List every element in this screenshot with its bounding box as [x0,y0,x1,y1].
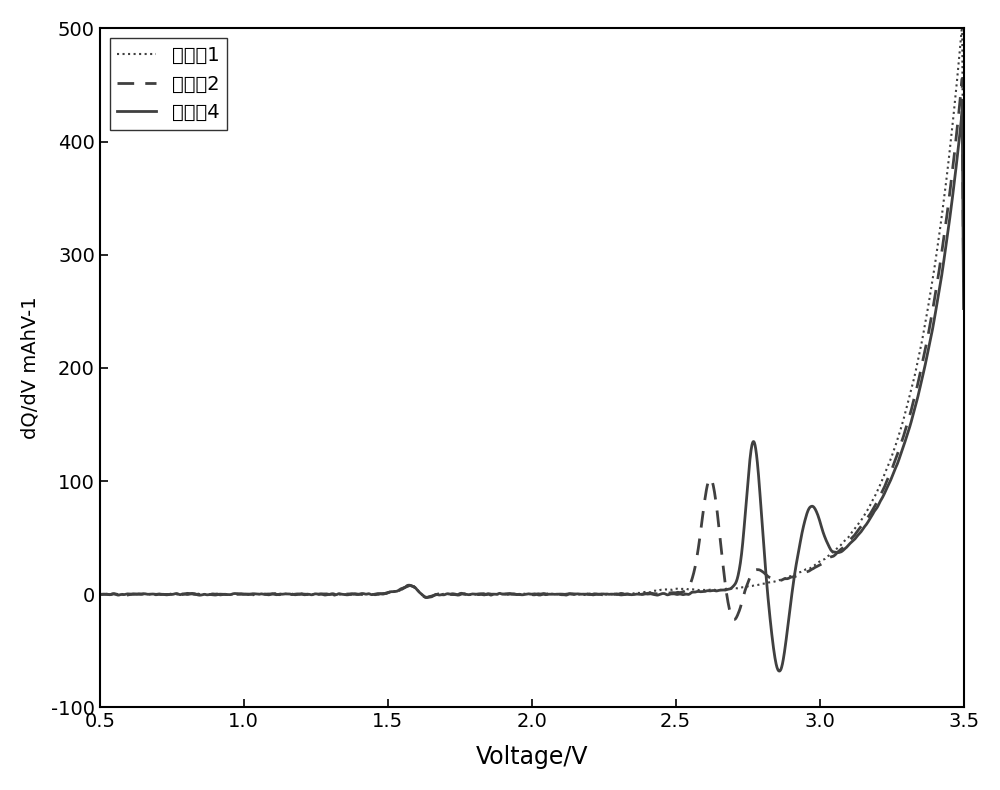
实施兡4 [462,590,474,600]
对比兡2 [958,284,970,294]
对比兡1 [425,592,437,601]
实施兡4 [773,666,785,675]
实施兡4 [192,590,204,600]
实施兡4 [244,589,256,599]
对比兡1 [463,590,475,600]
对比兡2 [941,211,953,220]
实施兡4 [425,592,437,602]
对比兡1 [958,252,970,261]
X-axis label: Voltage/V: Voltage/V [475,745,588,769]
Y-axis label: dQ/dV mAhV-1: dQ/dV mAhV-1 [21,296,40,439]
对比兡2 [956,73,968,83]
实施兡4 [956,107,968,116]
实施兡4 [941,235,953,244]
对比兡2 [728,615,740,624]
对比兡1 [422,592,434,602]
对比兡1 [192,589,204,599]
对比兡1 [956,19,968,28]
实施兡4 [958,304,970,314]
对比兡1 [94,589,106,599]
对比兡2 [192,589,204,599]
对比兡1 [848,525,860,535]
对比兡2 [848,532,860,541]
Line: 实施兡4: 实施兡4 [100,111,964,671]
对比兡1 [244,590,256,600]
实施兡4 [94,589,106,599]
Legend: 对比兡1, 对比兡2, 实施兡4: 对比兡1, 对比兡2, 实施兡4 [110,38,227,130]
对比兡2 [244,589,256,599]
对比兡2 [94,589,106,599]
Line: 对比兡1: 对比兡1 [100,24,964,597]
对比兡2 [462,589,474,599]
Line: 对比兡2: 对比兡2 [100,78,964,619]
实施兡4 [848,536,860,545]
对比兡2 [425,592,437,601]
对比兡1 [941,171,953,180]
